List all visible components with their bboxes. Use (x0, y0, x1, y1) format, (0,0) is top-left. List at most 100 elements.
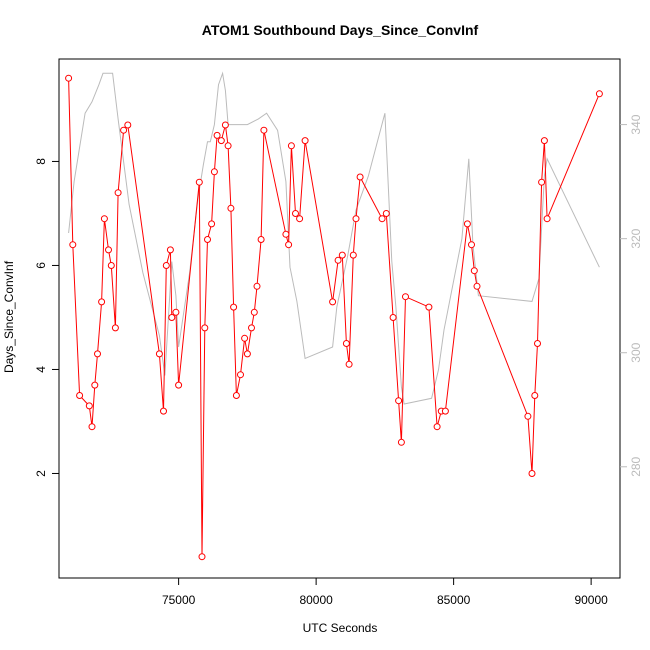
y-axis-label: Days_Since_ConvInf (2, 260, 16, 373)
data-point (463, 220, 471, 228)
data-point (98, 298, 106, 306)
data-point (204, 236, 211, 243)
data-point (237, 371, 244, 379)
x-tick-label: 90000 (574, 593, 608, 607)
y2-tick-label: 320 (629, 228, 643, 248)
data-point (107, 262, 115, 269)
data-point (301, 137, 309, 145)
data-point (402, 293, 409, 301)
data-point (425, 303, 433, 311)
plot-frame (58, 58, 621, 579)
data-point (195, 178, 203, 186)
data-point (260, 126, 268, 134)
data-point (198, 553, 206, 561)
data-point (162, 262, 170, 269)
data-point (531, 392, 539, 399)
data-point (160, 407, 167, 415)
x-axis-label: UTC Seconds (303, 621, 378, 635)
series-line-right (68, 71, 600, 405)
data-point (105, 246, 112, 254)
data-point (352, 215, 360, 223)
x-tick-label: 85000 (437, 593, 471, 607)
data-point (69, 241, 77, 249)
data-point (285, 241, 293, 249)
data-point (468, 241, 475, 249)
data-point (210, 168, 218, 176)
series-line-left (68, 78, 600, 557)
data-point (175, 381, 183, 389)
data-point (342, 340, 350, 347)
y2-tick-label: 280 (629, 456, 643, 476)
y2-tick-label: 340 (629, 114, 643, 134)
data-point (65, 74, 73, 82)
data-point (296, 215, 304, 223)
data-point (382, 210, 390, 217)
data-point (111, 324, 119, 332)
data-point (124, 121, 132, 129)
data-point (397, 438, 405, 446)
data-point (528, 470, 536, 477)
data-point (334, 256, 342, 264)
series-left-axis (65, 74, 603, 561)
data-point (168, 314, 176, 321)
data-point (227, 204, 235, 212)
data-point (243, 350, 251, 358)
data-point (534, 340, 541, 347)
chart-title: ATOM1 Southbound Days_Since_ConvInf (202, 22, 479, 38)
data-point (221, 121, 229, 129)
data-point (543, 215, 551, 223)
data-point (349, 251, 357, 259)
data-point (85, 402, 93, 410)
data-point (389, 314, 397, 321)
data-point (433, 423, 441, 431)
x-tick-label: 80000 (299, 593, 333, 607)
data-point (88, 423, 96, 431)
y-tick-label: 2 (34, 470, 48, 477)
data-point (524, 412, 532, 420)
data-point (338, 251, 346, 259)
data-point (470, 267, 478, 275)
data-point (287, 142, 295, 150)
data-point (540, 137, 548, 145)
data-point (120, 126, 128, 134)
data-point (172, 308, 180, 316)
data-point (100, 215, 108, 223)
y2-tick-label: 300 (629, 342, 643, 362)
y-tick-label: 8 (34, 158, 48, 165)
series-right-axis (68, 71, 600, 405)
data-point (292, 210, 299, 217)
data-point (213, 131, 221, 139)
axes: 75000 80000 85000 90000 2 4 6 8 280 300 320 340 (34, 114, 643, 607)
data-point (282, 230, 290, 238)
data-point (241, 334, 249, 342)
data-point (208, 220, 216, 228)
data-point (595, 90, 603, 98)
data-point (91, 381, 99, 389)
data-point (378, 215, 386, 223)
data-point (155, 350, 163, 358)
data-point (345, 360, 353, 368)
data-point (329, 298, 337, 306)
data-point (76, 392, 84, 399)
data-point (395, 397, 403, 405)
data-point (356, 173, 364, 181)
data-point (230, 303, 238, 311)
data-point (441, 407, 449, 415)
data-point (538, 178, 546, 186)
data-point (257, 236, 265, 243)
data-point (201, 324, 209, 332)
data-point (473, 282, 481, 290)
data-point (248, 324, 255, 332)
y-tick-label: 6 (34, 262, 48, 269)
data-point (250, 308, 258, 316)
data-point (217, 137, 225, 145)
x-tick-label: 75000 (162, 593, 196, 607)
y-tick-label: 4 (34, 366, 48, 373)
data-point (232, 392, 240, 399)
data-point (94, 350, 101, 358)
data-point (224, 142, 232, 150)
data-point (253, 282, 261, 290)
data-point (114, 189, 122, 197)
data-point (166, 246, 174, 254)
